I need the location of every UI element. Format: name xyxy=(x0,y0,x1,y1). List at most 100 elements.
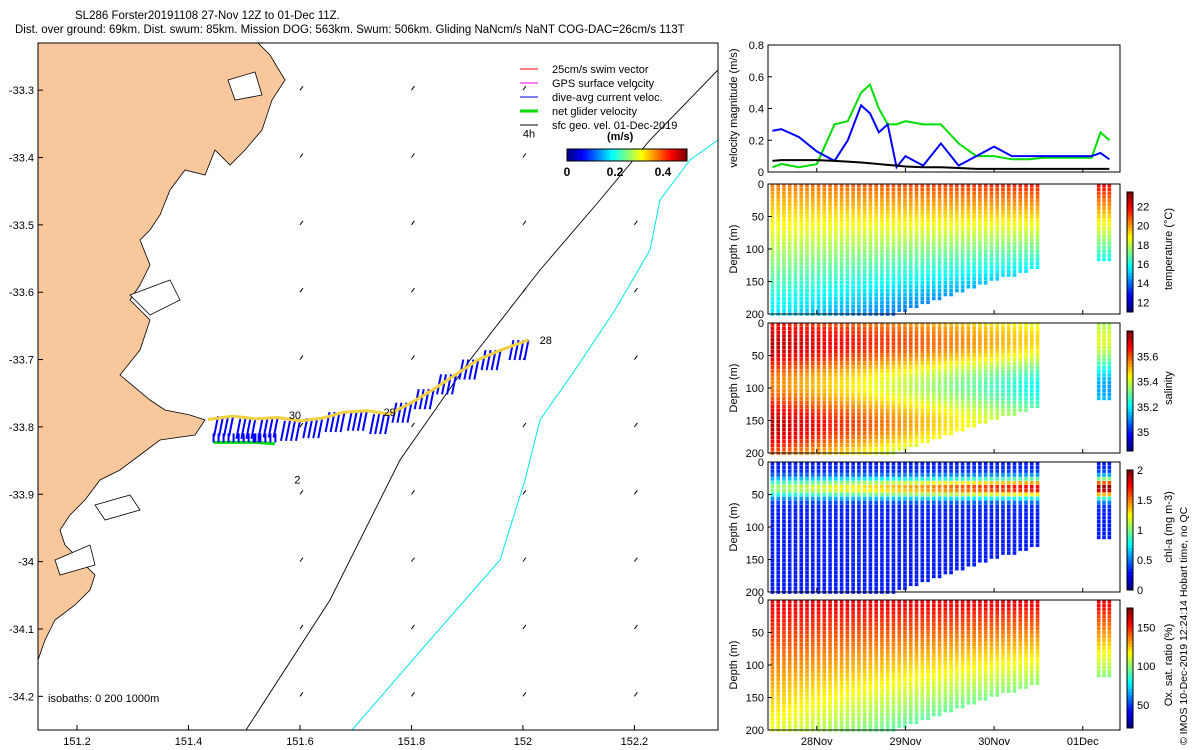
profile-sample xyxy=(989,234,994,238)
profile-sample xyxy=(891,381,896,385)
profile-sample xyxy=(972,408,976,412)
profile-sample xyxy=(897,531,902,536)
profile-sample xyxy=(787,539,792,544)
profile-sample xyxy=(845,547,850,551)
profile-sample xyxy=(793,206,798,211)
profile-sample xyxy=(1107,520,1112,524)
profile-sample xyxy=(868,284,873,289)
profile-sample xyxy=(810,296,815,301)
dac-arrow xyxy=(346,410,353,431)
profile-sample xyxy=(880,562,884,567)
profile-sample xyxy=(816,253,821,258)
profile-sample xyxy=(920,500,925,505)
profile-sample xyxy=(914,210,919,215)
profile-colorbar-cell xyxy=(1127,439,1133,443)
profile-sample xyxy=(874,222,878,227)
profile-sample xyxy=(937,461,942,466)
profile-sample xyxy=(897,183,902,188)
sfc-geo-arrow xyxy=(411,557,415,562)
profile-sample xyxy=(793,369,798,373)
profile-sample xyxy=(949,392,953,397)
profile-sample xyxy=(978,203,982,207)
profile-sample xyxy=(868,461,873,466)
profile-sample xyxy=(903,404,907,408)
profile-sample xyxy=(972,508,976,512)
profile-sample xyxy=(1096,253,1101,258)
profile-sample xyxy=(862,334,867,338)
profile-sample xyxy=(897,388,902,393)
profile-sample xyxy=(972,222,976,227)
profile-sample xyxy=(1102,222,1106,227)
profile-sample xyxy=(810,527,815,532)
profile-colorbar-cell xyxy=(1127,264,1133,268)
colorbar-cell xyxy=(659,149,662,161)
profile-sample xyxy=(1096,357,1101,362)
profile-sample xyxy=(926,226,930,230)
profile-sample xyxy=(897,582,902,586)
profile-sample xyxy=(897,400,902,405)
profile-sample xyxy=(839,345,844,350)
map-annotation: 28 xyxy=(540,335,552,347)
profile-sample xyxy=(949,210,953,215)
profile-sample xyxy=(845,269,850,273)
sfc-geo-arrow xyxy=(633,557,638,562)
profile-colorbar-tick: 18 xyxy=(1137,240,1149,252)
profile-sample xyxy=(955,488,959,493)
profile-sample xyxy=(955,543,959,547)
profile-sample xyxy=(1107,353,1112,358)
profile-sample xyxy=(1012,377,1017,381)
profile-sample xyxy=(978,349,982,354)
profile-sample xyxy=(816,443,821,447)
profile-sample xyxy=(1107,516,1112,520)
profile-sample xyxy=(903,492,907,497)
profile-sample xyxy=(770,365,775,369)
profile-sample xyxy=(932,284,936,289)
profile-sample xyxy=(1102,465,1106,469)
profile-sample xyxy=(880,249,884,254)
profile-sample xyxy=(1001,214,1005,219)
profile-sample xyxy=(955,469,959,473)
profile-sample xyxy=(943,504,948,508)
profile-sample xyxy=(793,551,798,555)
profile-sample xyxy=(816,284,821,289)
profile-sample xyxy=(943,551,948,555)
profile-sample xyxy=(920,416,925,420)
profile-sample xyxy=(932,277,936,281)
profile-sample xyxy=(983,392,988,397)
profile-sample xyxy=(880,574,884,579)
profile-colorbar-cell xyxy=(1127,355,1133,359)
profile-sample xyxy=(914,230,919,234)
profile-sample xyxy=(920,230,925,234)
profile-sample xyxy=(782,245,786,250)
profile-sample xyxy=(903,349,907,354)
profile-sample xyxy=(782,469,786,473)
profile-sample xyxy=(770,704,775,709)
profile-sample xyxy=(960,527,965,532)
profile-sample xyxy=(776,265,780,269)
profile-sample xyxy=(799,547,804,551)
profile-sample xyxy=(983,195,988,199)
profile-sample xyxy=(1102,381,1106,385)
profile-sample xyxy=(834,555,838,559)
profile-sample xyxy=(805,427,809,432)
profile-sample xyxy=(972,539,976,544)
profile-sample xyxy=(943,420,948,424)
profile-sample xyxy=(874,365,878,369)
profile-sample xyxy=(880,273,884,277)
profile-sample xyxy=(891,183,896,188)
profile-sample xyxy=(857,210,861,215)
dac-arrow xyxy=(463,359,470,380)
profile-sample xyxy=(1006,249,1011,254)
profile-sample xyxy=(862,281,867,285)
profile-sample xyxy=(839,203,844,207)
profile-sample xyxy=(914,527,919,532)
depth-tick: 0 xyxy=(758,179,764,191)
profile-sample xyxy=(1006,531,1011,536)
profile-sample xyxy=(908,187,913,191)
profile-sample xyxy=(1107,508,1112,512)
profile-sample xyxy=(845,381,850,385)
profile-sample xyxy=(793,443,798,447)
profile-sample xyxy=(1018,257,1023,262)
profile-sample xyxy=(914,338,919,342)
